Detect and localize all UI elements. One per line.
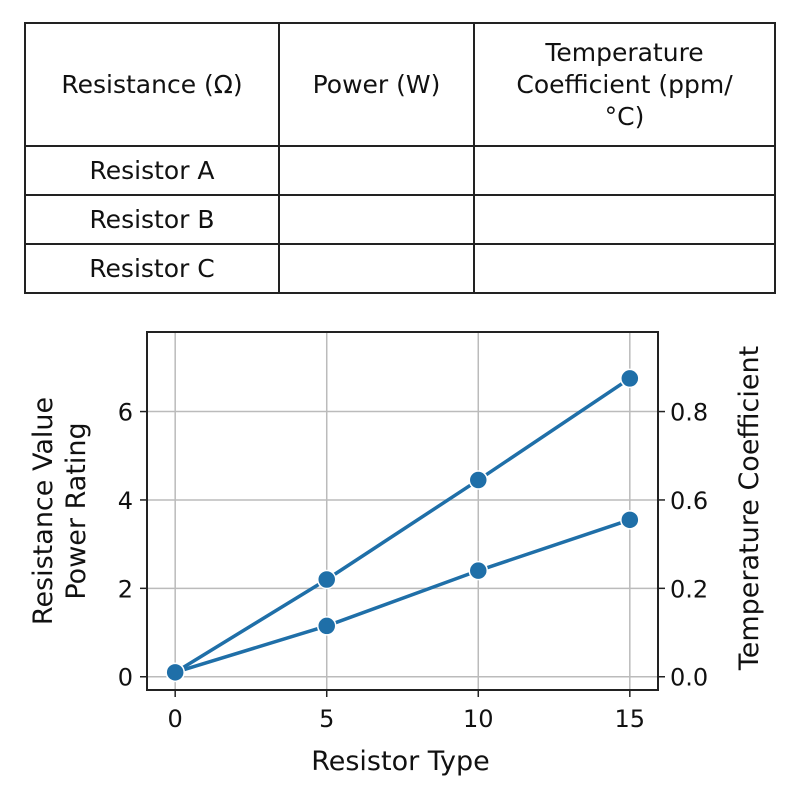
table-cell	[278, 194, 475, 245]
plot-frame	[146, 331, 659, 691]
y-tick-label: 4	[118, 487, 133, 515]
table-row: Resistor C	[24, 243, 776, 294]
y-right-tick-label: 0.2	[670, 575, 708, 603]
data-point	[165, 662, 185, 683]
y-tick-label: 0	[118, 664, 133, 692]
y-right-tick-label: 0.8	[670, 399, 708, 427]
data-point	[468, 470, 489, 490]
header-power: Power (W)	[278, 22, 475, 147]
row-label: Resistor C	[24, 243, 280, 294]
y-right-tick-label: 0.0	[670, 664, 708, 692]
table-cell	[473, 194, 776, 245]
data-point	[468, 560, 489, 581]
data-point	[316, 569, 337, 590]
y-right-tick-label: 0.6	[670, 487, 708, 515]
header-temp-coefficient: Temperature Coefficient (ppm/°C)	[473, 22, 776, 147]
table-cell	[278, 243, 475, 294]
x-tick-label: 5	[319, 705, 334, 733]
y-right-axis-label: Temperature Coefficient	[734, 346, 765, 671]
series-line-1	[174, 518, 631, 674]
resistor-table: Resistance (Ω) Power (W) Temperature Coe…	[24, 22, 776, 294]
x-tick-label: 0	[168, 705, 183, 733]
table-cell	[278, 145, 475, 196]
header-resistance: Resistance (Ω)	[24, 22, 280, 147]
x-axis-label: Resistor Type	[311, 746, 490, 777]
row-label: Resistor A	[24, 145, 280, 196]
row-label: Resistor B	[24, 194, 280, 245]
y-tick-label: 6	[118, 399, 133, 427]
x-tick-label: 10	[463, 705, 494, 733]
data-point	[620, 510, 640, 530]
data-point	[316, 616, 337, 636]
y-axis-label: Power Rating	[61, 422, 92, 599]
series-line-0	[174, 376, 631, 674]
y-tick-label: 2	[118, 575, 133, 603]
x-tick-label: 15	[615, 705, 646, 733]
y-axis-label: Resistance Value	[28, 397, 59, 625]
table-row: Resistor A	[24, 145, 776, 196]
table-cell	[473, 243, 776, 294]
data-point	[620, 368, 640, 389]
table-cell	[473, 145, 776, 196]
table-row: Resistor B	[24, 194, 776, 245]
